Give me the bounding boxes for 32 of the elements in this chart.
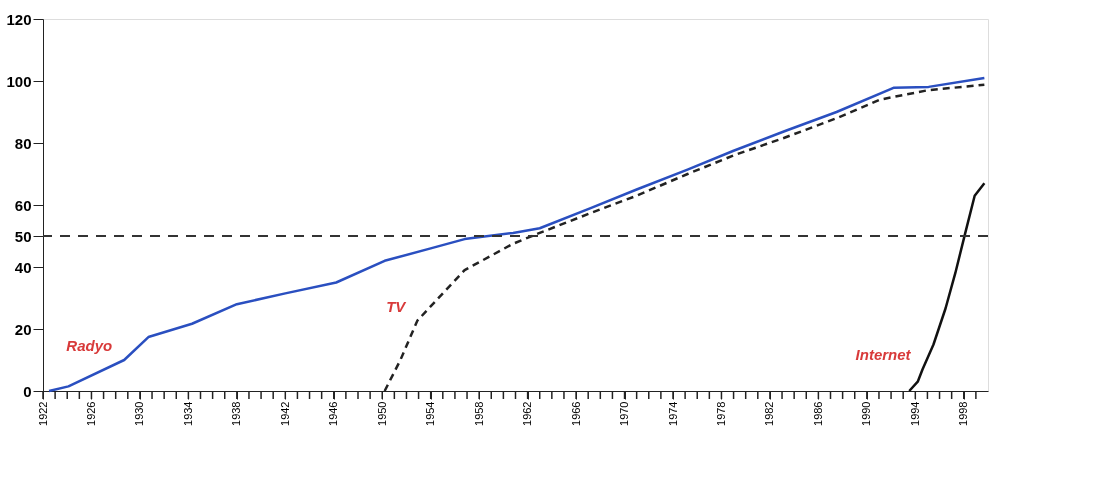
x-tick-label: 1946: [327, 401, 340, 426]
x-tick-label: 1938: [230, 401, 243, 426]
x-tick-label: 1930: [133, 401, 146, 426]
x-tick-label: 1990: [860, 401, 873, 426]
y-tick-label: 60: [14, 196, 32, 214]
y-tick-label: 80: [14, 134, 32, 152]
x-tick-label: 1954: [424, 401, 437, 426]
y-tick-label: 0: [23, 382, 32, 400]
y-tick-label: 50: [14, 227, 32, 245]
x-tick-label: 1934: [181, 401, 194, 426]
y-tick-label: 20: [14, 320, 32, 338]
x-tick-label: 1986: [811, 401, 824, 426]
y-tick-label: 100: [6, 72, 32, 90]
x-tick-label: 1922: [36, 401, 49, 426]
x-tick-label: 1966: [569, 401, 582, 426]
x-tick-label: 1950: [375, 401, 388, 426]
y-tick-label: 40: [14, 258, 32, 276]
x-tick-label: 1998: [957, 401, 970, 426]
series-label: Radyo: [66, 337, 113, 354]
x-tick-label: 1978: [714, 401, 727, 426]
x-tick-label: 1958: [472, 401, 485, 426]
series-label: TV: [386, 297, 408, 315]
x-tick-label: 1994: [908, 401, 921, 426]
line-series: [47, 76, 986, 393]
x-tick-label: 1926: [84, 401, 97, 426]
x-tick-label: 1942: [278, 401, 291, 426]
x-tick-label: 1962: [521, 401, 534, 426]
x-tick-label: 1970: [618, 401, 631, 426]
y-tick-label: 120: [6, 10, 32, 28]
x-tick-label: 1982: [763, 401, 776, 426]
x-tick-label: 1974: [666, 401, 679, 426]
series-label: Internet: [855, 346, 912, 364]
